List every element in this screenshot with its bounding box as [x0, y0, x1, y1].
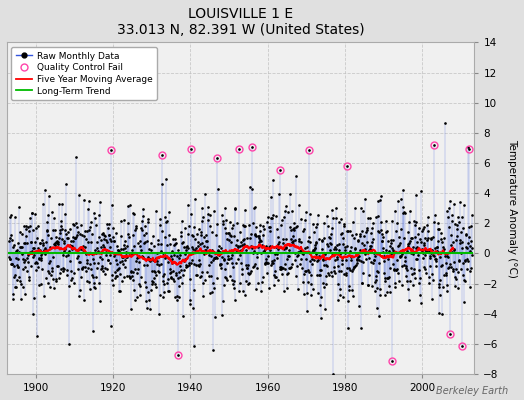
Title: LOUISVILLE 1 E
33.013 N, 82.391 W (United States): LOUISVILLE 1 E 33.013 N, 82.391 W (Unite…	[117, 7, 365, 37]
Y-axis label: Temperature Anomaly (°C): Temperature Anomaly (°C)	[507, 139, 517, 278]
Text: Berkeley Earth: Berkeley Earth	[436, 386, 508, 396]
Legend: Raw Monthly Data, Quality Control Fail, Five Year Moving Average, Long-Term Tren: Raw Monthly Data, Quality Control Fail, …	[12, 47, 157, 100]
